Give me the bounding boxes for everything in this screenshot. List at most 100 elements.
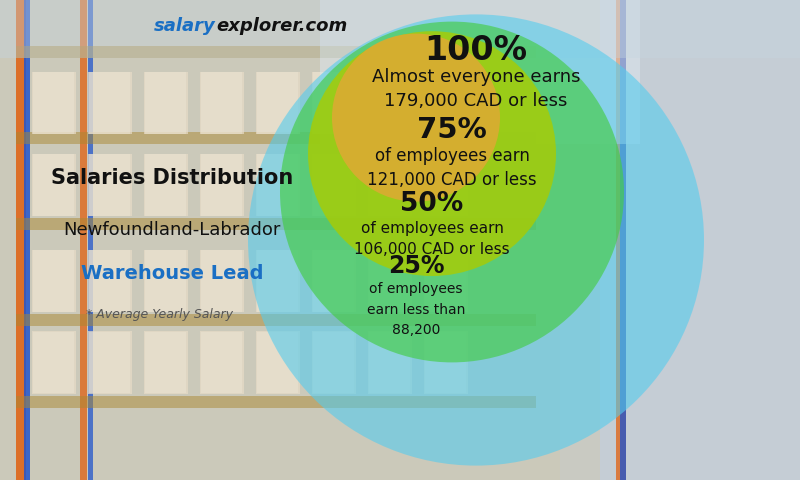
Ellipse shape	[248, 14, 704, 466]
Bar	[424, 250, 468, 312]
Bar	[88, 72, 132, 134]
Bar	[425, 332, 466, 393]
Bar	[257, 332, 298, 393]
Text: 100%: 100%	[425, 34, 527, 67]
Bar	[89, 154, 130, 216]
Text: 179,000 CAD or less: 179,000 CAD or less	[384, 92, 568, 110]
Bar	[89, 250, 130, 312]
Bar	[144, 250, 188, 312]
Bar	[16, 396, 536, 408]
Text: Almost everyone earns: Almost everyone earns	[372, 68, 580, 86]
Bar	[257, 250, 298, 312]
Text: of employees: of employees	[370, 282, 462, 297]
Bar	[620, 0, 626, 480]
Bar	[145, 250, 186, 312]
Bar	[424, 154, 468, 216]
Bar	[144, 331, 188, 394]
Bar	[313, 72, 354, 134]
Ellipse shape	[308, 31, 556, 276]
Bar	[369, 250, 410, 312]
Bar	[16, 314, 536, 326]
Bar	[88, 250, 132, 312]
Bar	[16, 46, 536, 58]
Text: explorer.com: explorer.com	[216, 17, 347, 35]
Bar	[200, 72, 244, 134]
Bar	[0, 0, 560, 480]
Bar	[80, 0, 87, 480]
Bar	[424, 72, 468, 134]
Bar	[368, 72, 412, 134]
Text: 50%: 50%	[400, 191, 464, 217]
Bar	[88, 331, 132, 394]
Text: 25%: 25%	[388, 254, 444, 278]
Ellipse shape	[332, 34, 500, 202]
Text: 121,000 CAD or less: 121,000 CAD or less	[367, 171, 537, 189]
Bar	[257, 154, 298, 216]
Bar	[24, 0, 30, 480]
Bar	[0, 0, 600, 480]
Text: * Average Yearly Salary: * Average Yearly Salary	[86, 308, 234, 321]
Bar	[256, 250, 300, 312]
Text: Newfoundland-Labrador: Newfoundland-Labrador	[63, 221, 281, 240]
Bar	[0, 0, 800, 58]
Bar	[313, 154, 354, 216]
Bar	[144, 72, 188, 134]
Ellipse shape	[280, 22, 624, 362]
Bar	[368, 331, 412, 394]
Bar	[145, 72, 186, 134]
Bar	[201, 332, 242, 393]
Bar	[312, 72, 356, 134]
Bar	[88, 154, 132, 216]
Text: 88,200: 88,200	[392, 323, 440, 337]
Bar	[145, 332, 186, 393]
Bar	[33, 250, 74, 312]
Bar	[88, 0, 93, 480]
Text: earn less than: earn less than	[367, 302, 465, 317]
Bar	[312, 250, 356, 312]
Bar	[313, 332, 354, 393]
Bar	[200, 331, 244, 394]
Bar	[16, 218, 536, 230]
Bar	[33, 72, 74, 134]
Text: of employees earn: of employees earn	[374, 147, 530, 165]
Text: 106,000 CAD or less: 106,000 CAD or less	[354, 242, 510, 257]
Bar	[145, 154, 186, 216]
Bar	[424, 331, 468, 394]
Bar	[16, 0, 26, 480]
Bar	[312, 154, 356, 216]
Bar	[425, 154, 466, 216]
Bar	[32, 250, 76, 312]
Bar	[201, 250, 242, 312]
Bar	[16, 132, 536, 144]
Bar	[369, 332, 410, 393]
Text: 75%: 75%	[417, 116, 487, 144]
Bar	[256, 72, 300, 134]
Bar	[369, 72, 410, 134]
Text: Warehouse Lead: Warehouse Lead	[81, 264, 263, 283]
Bar	[320, 0, 640, 144]
Bar	[33, 332, 74, 393]
Bar	[32, 331, 76, 394]
Text: of employees earn: of employees earn	[361, 220, 503, 236]
Bar	[201, 154, 242, 216]
Bar	[369, 154, 410, 216]
Bar	[368, 250, 412, 312]
Bar	[425, 250, 466, 312]
Bar	[200, 154, 244, 216]
Bar	[200, 250, 244, 312]
Bar	[33, 154, 74, 216]
Bar	[32, 72, 76, 134]
Bar	[89, 72, 130, 134]
Text: Salaries Distribution: Salaries Distribution	[51, 168, 293, 188]
Bar	[313, 250, 354, 312]
Bar	[89, 332, 130, 393]
Bar	[32, 154, 76, 216]
Bar	[256, 154, 300, 216]
Text: salary: salary	[154, 17, 216, 35]
Bar	[368, 154, 412, 216]
Bar	[144, 154, 188, 216]
Bar	[257, 72, 298, 134]
Bar	[616, 0, 626, 480]
Bar	[256, 331, 300, 394]
Bar	[312, 331, 356, 394]
